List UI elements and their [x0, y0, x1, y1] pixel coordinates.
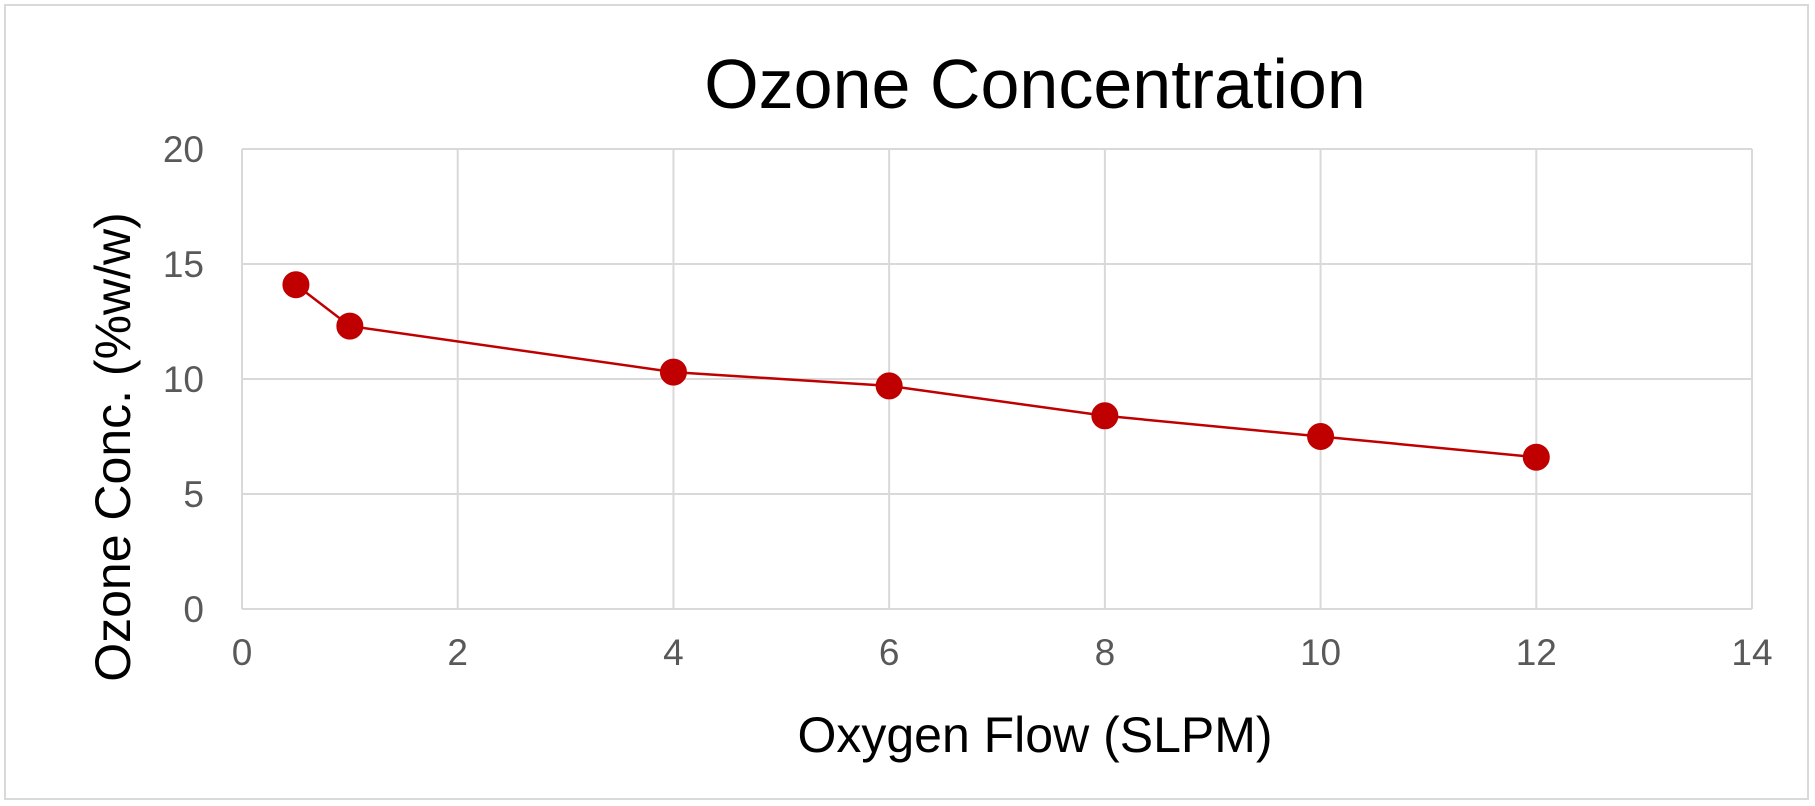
x-tick-label: 0	[232, 632, 253, 673]
series-line	[295, 283, 1537, 459]
x-tick-label: 12	[1516, 632, 1557, 673]
grid-lines	[241, 148, 1753, 610]
data-point	[1522, 443, 1550, 471]
y-tick-label: 5	[183, 474, 204, 515]
data-point	[282, 271, 310, 299]
chart-frame	[4, 4, 1809, 800]
y-tick-label: 0	[183, 589, 204, 630]
tick-labels: 0 2 4 6 8 10 12 14 0 5 10 15 20	[163, 129, 1773, 673]
x-tick-label: 10	[1300, 632, 1341, 673]
x-axis-title: Oxygen Flow (SLPM)	[797, 707, 1272, 763]
x-tick-label: 4	[663, 632, 684, 673]
data-point	[1307, 423, 1335, 450]
x-tick-label: 2	[447, 632, 468, 673]
y-tick-label: 20	[163, 129, 204, 170]
y-axis-title: Ozone Conc. (%w/w)	[85, 212, 141, 682]
data-series	[282, 271, 1550, 471]
data-point	[336, 312, 364, 340]
chart-title: Ozone Concentration	[704, 45, 1366, 123]
data-point	[659, 358, 687, 386]
x-tick-label: 8	[1095, 632, 1116, 673]
data-point	[875, 372, 903, 400]
x-tick-label: 6	[879, 632, 900, 673]
data-point	[1091, 402, 1119, 430]
x-tick-label: 14	[1731, 632, 1772, 673]
y-tick-label: 10	[163, 359, 204, 400]
y-tick-label: 15	[163, 244, 204, 285]
